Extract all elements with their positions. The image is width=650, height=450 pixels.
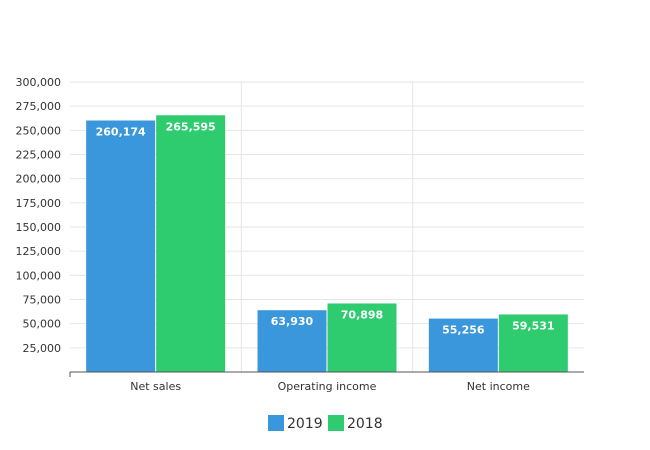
y-tick-label: 275,000 — [16, 100, 62, 113]
data-label: 265,595 — [166, 120, 216, 133]
y-axis: 25,000 50,000 75,000 100,000 125,000 150,000 1… — [16, 76, 62, 355]
y-tick-label: 100,000 — [16, 269, 62, 282]
bars: 260,174 265,595 63,930 70,898 55,256 59,531 — [86, 115, 568, 372]
data-label: 63,930 — [271, 315, 314, 328]
legend-label-2018[interactable]: 2018 — [347, 416, 383, 432]
bar-2018-net-income[interactable] — [498, 314, 568, 372]
bar-2019-operating-income[interactable] — [257, 310, 327, 372]
data-label: 55,256 — [442, 324, 485, 337]
bar-2018-operating-income[interactable] — [327, 303, 397, 372]
data-label: 260,174 — [96, 125, 146, 138]
y-tick-label: 175,000 — [16, 197, 62, 210]
x-category-label: Operating income — [278, 380, 377, 393]
bar-2019-net-income[interactable] — [428, 318, 498, 372]
legend-swatch-2019[interactable] — [268, 415, 284, 431]
data-label: 70,898 — [341, 308, 383, 321]
data-label: 59,531 — [512, 319, 554, 332]
y-tick-label: 200,000 — [16, 173, 62, 186]
legend-swatch-2018[interactable] — [328, 415, 344, 431]
y-tick-label: 250,000 — [16, 124, 62, 137]
y-tick-label: 300,000 — [16, 76, 62, 89]
y-tick-label: 225,000 — [16, 149, 62, 162]
y-tick-label: 75,000 — [23, 294, 62, 307]
legend-label-2019[interactable]: 2019 — [287, 416, 323, 432]
x-axis: Net sales Operating income Net income — [69, 371, 584, 393]
gridlines — [70, 81, 584, 372]
y-tick-label: 125,000 — [16, 245, 62, 258]
y-tick-label: 25,000 — [23, 342, 62, 355]
x-category-label: Net income — [467, 380, 530, 393]
y-tick-label: 50,000 — [23, 318, 62, 331]
x-category-label: Net sales — [130, 380, 181, 393]
bar-2018-net-sales[interactable] — [156, 115, 226, 372]
y-tick-label: 150,000 — [16, 221, 62, 234]
bar-2019-net-sales[interactable] — [86, 120, 156, 372]
legend: 2019 2018 — [268, 415, 383, 432]
